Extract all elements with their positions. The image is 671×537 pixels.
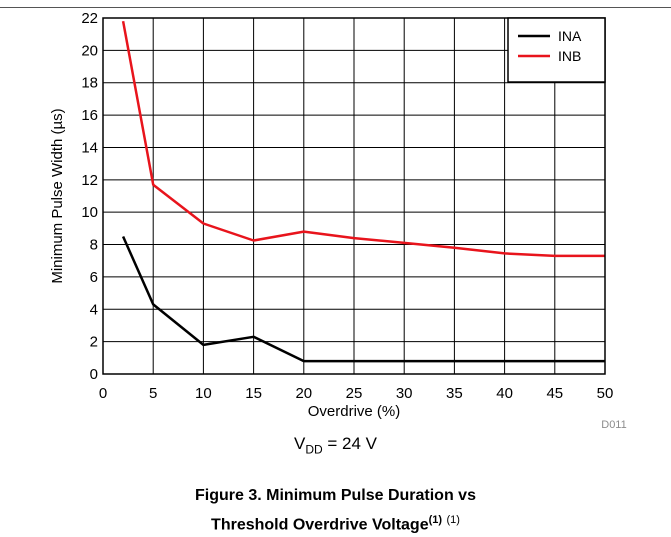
legend-box (507, 17, 606, 83)
y-tick-label: 20 (81, 42, 98, 59)
caption-line-1: Figure 3. Minimum Pulse Duration vs (195, 487, 476, 504)
legend-label-ina: INA (558, 28, 582, 44)
top-rule (0, 7, 671, 8)
caption-line-2: Threshold Overdrive Voltage (211, 516, 429, 534)
x-tick-label: 50 (597, 385, 614, 402)
y-tick-label: 10 (81, 204, 98, 221)
plot-frame (102, 17, 606, 375)
series-line-inb (121, 20, 605, 258)
x-tick-label: 45 (546, 385, 563, 402)
x-tick-label: 35 (446, 385, 463, 402)
y-tick-label: 8 (90, 237, 98, 254)
y-tick-label: 16 (81, 107, 98, 124)
caption-note-ref-plain: (1) (446, 514, 460, 526)
y-tick-label: 22 (81, 10, 98, 27)
legend-label-inb: INB (558, 48, 581, 64)
y-tick-label: 12 (81, 172, 98, 189)
x-axis-title: Overdrive (%) (308, 403, 401, 420)
condition-prefix: V (293, 434, 306, 453)
y-axis-title: Minimum Pulse Width (µs) (49, 108, 66, 283)
condition-subscript: DD (305, 442, 323, 457)
y-tick-label: 14 (81, 139, 98, 156)
figure-caption: Figure 3. Minimum Pulse Duration vs Thre… (0, 484, 671, 537)
x-tick-label: 20 (295, 385, 312, 402)
caption-line-2-wrap: Threshold Overdrive Voltage(1) (1) (0, 508, 671, 537)
x-tick-label: 5 (149, 385, 157, 402)
y-tick-label: 6 (90, 269, 98, 286)
condition-suffix: = 24 V (322, 434, 378, 453)
legend: INA INB (507, 17, 606, 83)
tick-labels: 0 5 10 15 20 25 30 35 40 45 50 0 2 4 6 8 10 12 14 16 18 20 22 (81, 10, 613, 402)
x-tick-label: 15 (245, 385, 262, 402)
y-tick-label: 4 (90, 301, 98, 318)
y-tick-label: 0 (90, 366, 98, 383)
line-chart: 0 5 10 15 20 25 30 35 40 45 500246810121416182022 … (49, 10, 627, 430)
figure-code: D011 (601, 419, 626, 430)
x-tick-label: 10 (195, 385, 212, 402)
series-lines (121, 20, 605, 363)
caption-note-ref: (1) (428, 514, 443, 526)
x-tick-label: 30 (396, 385, 413, 402)
x-tick-label: 25 (346, 385, 363, 402)
x-tick-label: 40 (496, 385, 513, 402)
y-tick-label: 18 (81, 75, 98, 92)
x-tick-label: 0 (99, 385, 107, 402)
y-tick-label: 2 (90, 334, 98, 351)
series-line-ina (121, 235, 605, 363)
test-condition: VDD = 24 V (0, 434, 671, 456)
